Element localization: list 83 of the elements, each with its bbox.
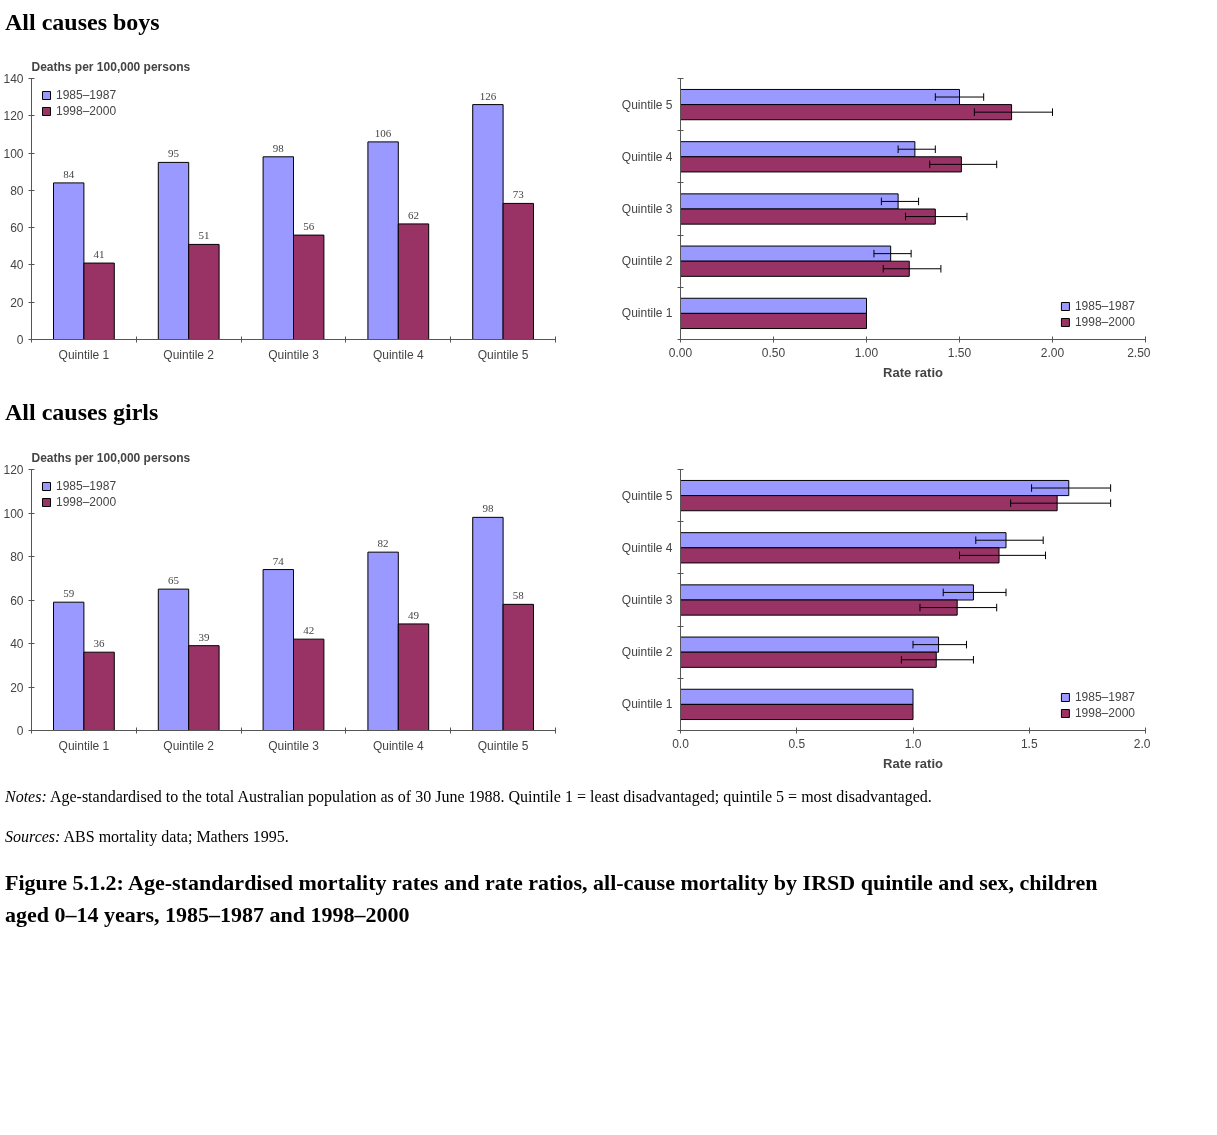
data-label: 65 xyxy=(168,573,180,586)
data-label: 98 xyxy=(482,501,494,514)
x-tick-label: 0.00 xyxy=(668,345,693,360)
x-tick-label: Quintile 4 xyxy=(372,347,424,362)
y-tick-label: Quintile 2 xyxy=(621,644,673,659)
x-tick-label: 2.50 xyxy=(1127,345,1151,360)
legend-label: 1998–2000 xyxy=(1074,705,1135,720)
y-tick-label: 100 xyxy=(3,146,24,161)
y-tick-label: 0 xyxy=(16,723,24,738)
x-tick-label: 0.5 xyxy=(788,736,806,751)
x-tick-label: 1.50 xyxy=(947,345,972,360)
x-tick-label: Quintile 4 xyxy=(372,738,424,753)
legend-label: 1985–1987 xyxy=(1074,299,1135,314)
y-tick-label: 120 xyxy=(3,462,24,477)
y-tick-label: 120 xyxy=(3,109,24,124)
x-tick-label: 0.50 xyxy=(761,345,786,360)
x-axis-title: Rate ratio xyxy=(883,364,944,380)
x-tick-label: 1.00 xyxy=(854,345,879,360)
legend-label: 1985–1987 xyxy=(56,88,117,103)
x-tick-label: Quintile 3 xyxy=(268,347,320,362)
data-label: 56 xyxy=(303,220,315,233)
x-tick-label: 2.00 xyxy=(1040,345,1065,360)
source-note: Sources: ABS mortality data; Mathers 1995. xyxy=(5,827,289,848)
x-tick-label: 1.0 xyxy=(904,736,922,751)
data-label: 106 xyxy=(374,127,392,140)
y-tick-label: Quintile 5 xyxy=(621,488,673,503)
data-label: 51 xyxy=(198,229,210,242)
legend-label: 1985–1987 xyxy=(1074,689,1135,704)
y-tick-label: 140 xyxy=(3,72,24,87)
legend-label: 1985–1987 xyxy=(56,478,117,493)
y-tick-label: 0 xyxy=(16,333,24,348)
data-label: 126 xyxy=(479,89,497,102)
data-label: 98 xyxy=(272,142,285,155)
data-label: 58 xyxy=(512,588,525,601)
data-label: 95 xyxy=(168,147,180,160)
y-tick-label: 40 xyxy=(10,636,24,651)
y-tick-label: 80 xyxy=(10,184,24,199)
y-tick-label: 100 xyxy=(3,506,24,521)
x-axis-title: Rate ratio xyxy=(883,755,944,771)
data-label: 84 xyxy=(63,168,75,181)
y-tick-label: Quintile 5 xyxy=(621,97,673,112)
x-tick-label: 2.0 xyxy=(1133,736,1151,751)
y-tick-label: 60 xyxy=(10,221,24,236)
y-tick-label: 40 xyxy=(10,258,24,273)
legend-label: 1998–2000 xyxy=(56,494,117,509)
x-tick-label: Quintile 1 xyxy=(58,738,110,753)
data-label: 41 xyxy=(93,248,105,261)
y-axis-title: Deaths per 100,000 persons xyxy=(31,450,191,465)
y-tick-label: 80 xyxy=(10,549,24,564)
x-tick-label: Quintile 5 xyxy=(477,738,529,753)
x-tick-label: Quintile 5 xyxy=(477,347,529,362)
data-label: 74 xyxy=(272,554,285,567)
y-tick-label: Quintile 4 xyxy=(621,540,673,555)
x-tick-label: Quintile 2 xyxy=(163,347,215,362)
y-axis-title: Deaths per 100,000 persons xyxy=(31,59,191,74)
data-label: 82 xyxy=(377,536,389,549)
chart-title: All causes girls xyxy=(5,398,159,428)
y-tick-label: 20 xyxy=(10,296,24,310)
data-label: 59 xyxy=(63,586,75,599)
data-label: 73 xyxy=(512,188,525,201)
data-label: 42 xyxy=(303,623,315,636)
y-tick-label: 20 xyxy=(10,680,24,695)
y-tick-label: 60 xyxy=(10,593,24,608)
x-tick-label: Quintile 3 xyxy=(268,738,320,753)
chart-title: All causes boys xyxy=(5,8,160,37)
legend-label: 1998–2000 xyxy=(56,104,117,119)
x-tick-label: Quintile 2 xyxy=(163,738,215,753)
data-label: 36 xyxy=(93,636,106,649)
y-tick-label: Quintile 1 xyxy=(621,306,673,321)
x-tick-label: Quintile 1 xyxy=(58,347,110,362)
y-tick-label: Quintile 2 xyxy=(621,254,673,269)
x-tick-label: 1.5 xyxy=(1020,736,1038,751)
legend-label: 1998–2000 xyxy=(1074,315,1135,330)
y-tick-label: Quintile 3 xyxy=(621,202,673,217)
x-tick-label: 0.0 xyxy=(672,736,690,751)
y-tick-label: Quintile 1 xyxy=(621,696,673,711)
data-label: 62 xyxy=(408,209,419,222)
text: Notes: Age-standardised to the total Australian population as of 30 June 1988. Quintile 1 = least disadvantaged; quintile 5 = most disadvantaged. xyxy=(5,786,932,808)
data-label: 39 xyxy=(198,630,210,643)
data-label: 49 xyxy=(408,608,420,621)
y-tick-label: Quintile 4 xyxy=(621,150,673,165)
y-tick-label: Quintile 3 xyxy=(621,592,673,607)
caption: Figure 5.1.2: Age-standardised mortality rates and rate ratios, all-cause mortality by IRSD quintile and sex, children aged 0–14 years, 1985–1987 and 1998–2000 xyxy=(5,869,1099,929)
